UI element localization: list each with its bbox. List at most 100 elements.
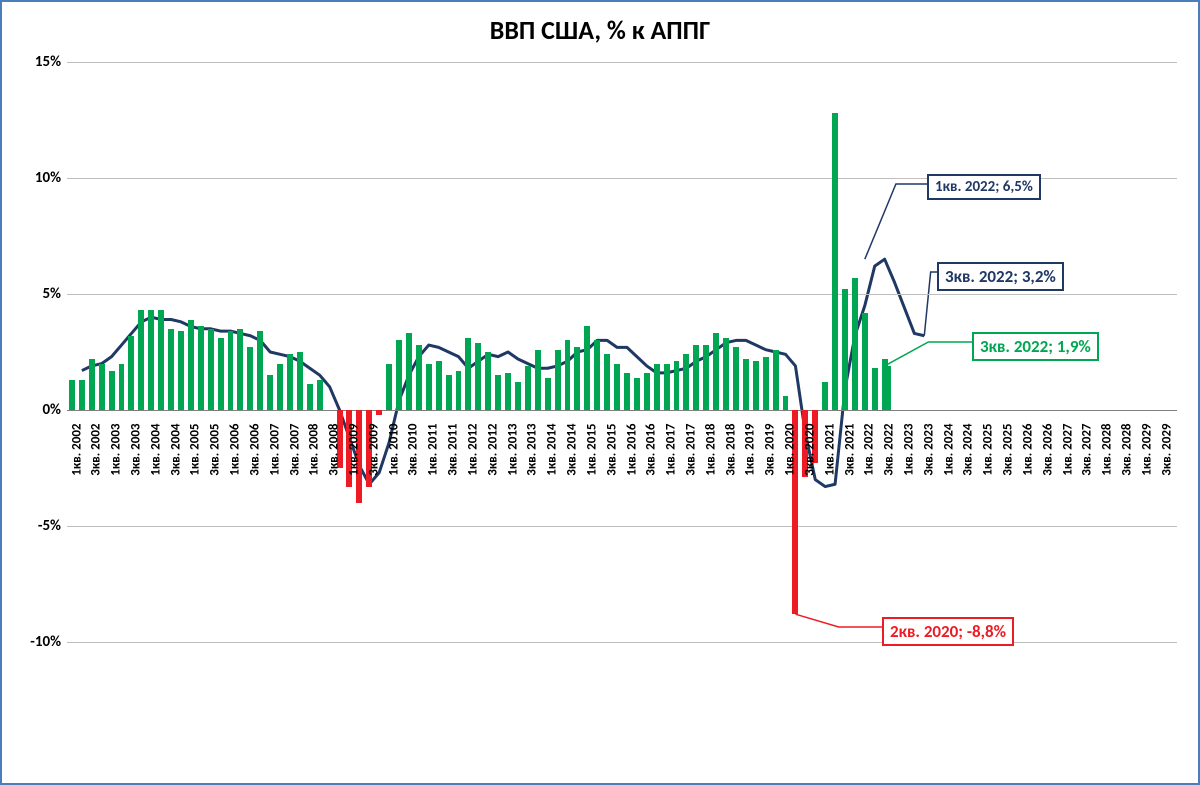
x-tick-label: 1кв. 2025 bbox=[981, 424, 996, 476]
bar bbox=[594, 340, 600, 410]
bar bbox=[128, 336, 134, 410]
x-tick-label: 3кв. 2018 bbox=[723, 424, 738, 476]
bar bbox=[885, 366, 891, 410]
bar bbox=[307, 384, 313, 410]
callout-label: 3кв. 2022; 1,9% bbox=[972, 332, 1099, 361]
x-tick-label: 3кв. 2014 bbox=[565, 424, 580, 476]
x-tick-label: 1кв. 2014 bbox=[545, 424, 560, 476]
bar bbox=[683, 354, 689, 410]
bar bbox=[89, 359, 95, 410]
x-tick-label: 3кв. 2026 bbox=[1040, 424, 1055, 476]
x-tick-label: 1кв. 2005 bbox=[188, 424, 203, 476]
bar bbox=[654, 364, 660, 410]
bar bbox=[257, 331, 263, 410]
callout-label: 2кв. 2020; -8,8% bbox=[882, 617, 1014, 646]
bar bbox=[634, 378, 640, 410]
bar bbox=[416, 345, 422, 410]
bar bbox=[604, 354, 610, 410]
bar bbox=[743, 359, 749, 410]
bar bbox=[505, 373, 511, 410]
x-tick-label: 3кв. 2005 bbox=[208, 424, 223, 476]
bar bbox=[674, 361, 680, 410]
x-tick-label: 1кв. 2022 bbox=[862, 424, 877, 476]
y-tick-label: -10% bbox=[30, 633, 61, 651]
bar bbox=[852, 278, 858, 410]
bar bbox=[614, 364, 620, 410]
bar bbox=[584, 326, 590, 410]
bar bbox=[406, 333, 412, 410]
x-tick-label: 1кв. 2021 bbox=[822, 424, 837, 476]
x-tick-label: 1кв. 2006 bbox=[228, 424, 243, 476]
chart-title: ВВП США, % к АППГ bbox=[2, 14, 1198, 46]
y-gridline bbox=[67, 410, 1177, 411]
x-tick-label: 3кв. 2009 bbox=[366, 424, 381, 476]
bar bbox=[693, 345, 699, 410]
bar bbox=[99, 364, 105, 410]
bar bbox=[426, 364, 432, 410]
bar bbox=[287, 354, 293, 410]
x-tick-label: 3кв. 2025 bbox=[1001, 424, 1016, 476]
bar bbox=[733, 347, 739, 410]
bar bbox=[465, 338, 471, 410]
bar bbox=[574, 347, 580, 410]
x-tick-label: 1кв. 2016 bbox=[624, 424, 639, 476]
bar bbox=[317, 380, 323, 410]
bar bbox=[376, 410, 382, 415]
x-tick-label: 1кв. 2015 bbox=[584, 424, 599, 476]
bar bbox=[822, 382, 828, 410]
bar bbox=[555, 350, 561, 410]
x-tick-label: 3кв. 2017 bbox=[683, 424, 698, 476]
bar bbox=[218, 338, 224, 410]
bar bbox=[723, 338, 729, 410]
bar bbox=[228, 331, 234, 410]
bar bbox=[862, 313, 868, 410]
y-gridline bbox=[67, 62, 1177, 63]
x-tick-label: 1кв. 2002 bbox=[69, 424, 84, 476]
x-tick-label: 3кв. 2027 bbox=[1080, 424, 1095, 476]
x-tick-label: 3кв. 2008 bbox=[327, 424, 342, 476]
x-tick-label: 3кв. 2019 bbox=[763, 424, 778, 476]
x-tick-label: 3кв. 2006 bbox=[247, 424, 262, 476]
x-tick-label: 1кв. 2013 bbox=[505, 424, 520, 476]
y-tick-label: -5% bbox=[38, 517, 61, 535]
x-tick-label: 1кв. 2012 bbox=[465, 424, 480, 476]
bar bbox=[247, 347, 253, 410]
x-tick-label: 3кв. 2013 bbox=[525, 424, 540, 476]
bar bbox=[525, 366, 531, 410]
bar bbox=[396, 340, 402, 410]
bar bbox=[267, 375, 273, 410]
x-tick-label: 1кв. 2011 bbox=[426, 424, 441, 476]
bar bbox=[783, 396, 789, 410]
bar bbox=[208, 329, 214, 410]
x-tick-label: 3кв. 2003 bbox=[128, 424, 143, 476]
bar bbox=[842, 289, 848, 410]
x-tick-label: 3кв. 2007 bbox=[287, 424, 302, 476]
x-tick-label: 3кв. 2010 bbox=[406, 424, 421, 476]
bar bbox=[69, 380, 75, 410]
y-tick-label: 10% bbox=[35, 169, 61, 187]
x-tick-label: 1кв. 2019 bbox=[743, 424, 758, 476]
x-tick-label: 3кв. 2011 bbox=[446, 424, 461, 476]
bar bbox=[277, 364, 283, 410]
bar bbox=[119, 364, 125, 410]
chart-frame: ВВП США, % к АППГ -10%-5%0%5%10%15%1кв. … bbox=[0, 0, 1200, 785]
bar bbox=[872, 368, 878, 410]
x-tick-label: 3кв. 2020 bbox=[802, 424, 817, 476]
bar bbox=[446, 375, 452, 410]
bar bbox=[109, 371, 115, 410]
bar bbox=[237, 329, 243, 410]
callout-label: 3кв. 2022; 3,2% bbox=[937, 262, 1064, 291]
bar bbox=[753, 361, 759, 410]
x-tick-label: 3кв. 2022 bbox=[882, 424, 897, 476]
x-tick-label: 3кв. 2023 bbox=[921, 424, 936, 476]
x-tick-label: 1кв. 2009 bbox=[347, 424, 362, 476]
x-tick-label: 1кв. 2027 bbox=[1060, 424, 1075, 476]
y-tick-label: 5% bbox=[42, 285, 61, 303]
bar bbox=[773, 350, 779, 410]
x-tick-label: 3кв. 2028 bbox=[1120, 424, 1135, 476]
x-tick-label: 1кв. 2007 bbox=[267, 424, 282, 476]
bar bbox=[644, 373, 650, 410]
bar bbox=[138, 310, 144, 410]
x-tick-label: 3кв. 2029 bbox=[1159, 424, 1174, 476]
x-tick-label: 3кв. 2012 bbox=[485, 424, 500, 476]
